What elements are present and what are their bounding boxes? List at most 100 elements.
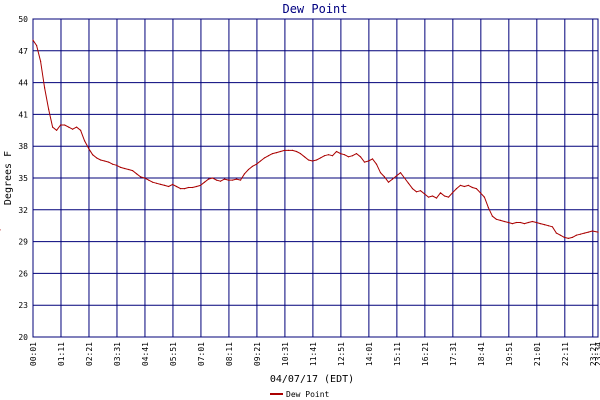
x-tick-label: 09:21 xyxy=(253,342,262,366)
data-point xyxy=(207,178,210,180)
data-point xyxy=(343,154,346,156)
data-point xyxy=(339,153,342,155)
data-point xyxy=(140,176,142,178)
data-point xyxy=(535,221,538,224)
data-point xyxy=(597,231,599,233)
data-point xyxy=(255,163,258,165)
data-point xyxy=(295,150,298,153)
data-point xyxy=(283,149,286,151)
data-point xyxy=(439,192,442,194)
data-point xyxy=(128,168,130,171)
data-point xyxy=(583,232,586,234)
x-tick-label: 04:41 xyxy=(141,342,150,366)
data-point xyxy=(371,158,374,160)
y-tick-label: 29 xyxy=(18,238,28,247)
x-axis-label: 04/07/17 (EDT) xyxy=(270,374,354,385)
data-point xyxy=(375,163,378,165)
data-point xyxy=(495,218,497,220)
data-point xyxy=(467,184,469,186)
x-tick-label: 11:41 xyxy=(309,342,318,366)
data-point xyxy=(563,236,566,238)
data-point xyxy=(463,185,465,188)
data-point xyxy=(60,124,62,126)
y-tick-label: 50 xyxy=(18,15,28,24)
data-point xyxy=(539,223,542,225)
data-point xyxy=(76,126,78,128)
y-tick-label: 20 xyxy=(18,333,28,342)
x-tick-label: 12:51 xyxy=(337,342,346,366)
data-point xyxy=(116,164,118,166)
data-point xyxy=(168,185,170,188)
legend-label: Dew Point xyxy=(286,390,330,399)
data-point xyxy=(511,223,513,225)
data-point xyxy=(351,155,354,157)
data-point xyxy=(219,180,222,182)
data-point xyxy=(455,188,458,190)
data-point xyxy=(40,60,42,63)
data-point xyxy=(399,172,402,174)
data-point xyxy=(411,188,414,190)
data-point xyxy=(419,190,422,192)
data-point xyxy=(591,230,594,232)
data-point xyxy=(551,226,554,228)
data-point xyxy=(179,188,182,190)
data-point xyxy=(235,178,238,180)
data-point xyxy=(48,108,50,110)
data-point xyxy=(108,161,110,163)
data-point xyxy=(475,188,477,190)
data-point xyxy=(323,155,326,157)
data-point xyxy=(291,149,294,151)
data-point xyxy=(507,221,509,224)
data-point xyxy=(347,156,350,158)
data-point xyxy=(56,129,58,131)
data-point xyxy=(555,232,558,234)
x-tick-label: 19:51 xyxy=(505,342,514,366)
data-point xyxy=(164,184,166,186)
data-point xyxy=(527,221,530,224)
data-point xyxy=(239,179,242,181)
data-point xyxy=(423,193,426,195)
x-tick-label: 16:21 xyxy=(421,342,430,366)
data-point xyxy=(148,179,150,181)
data-point xyxy=(407,182,410,184)
data-point xyxy=(379,172,382,174)
x-tick-label: 22:11 xyxy=(561,342,570,366)
data-point xyxy=(187,186,190,189)
data-point xyxy=(80,129,82,131)
data-point xyxy=(132,170,134,172)
data-point xyxy=(279,150,282,153)
y-axis-label: Degrees F xyxy=(3,151,14,205)
data-point xyxy=(487,207,489,209)
data-point xyxy=(383,176,386,178)
data-point xyxy=(112,163,114,165)
data-point xyxy=(567,237,570,239)
x-tick-label: 10:31 xyxy=(281,342,290,366)
data-point xyxy=(359,156,362,158)
x-tick-label: 21:01 xyxy=(533,342,542,366)
x-tick-label: 05:51 xyxy=(169,342,178,366)
data-point xyxy=(479,192,481,194)
data-point xyxy=(319,157,322,159)
data-point xyxy=(355,153,358,155)
data-point xyxy=(403,177,406,179)
y-tick-labels: 20 23 26 29 32 35 38 41 44 47 50 xyxy=(18,15,28,342)
data-point xyxy=(263,157,266,159)
data-point xyxy=(271,153,274,155)
data-point xyxy=(231,179,234,181)
data-point xyxy=(191,186,194,189)
data-point xyxy=(367,160,370,162)
x-tick-label: 07:01 xyxy=(197,342,206,366)
data-point xyxy=(331,155,334,157)
data-point xyxy=(435,197,438,199)
data-point xyxy=(267,155,270,157)
y-tick-label: 35 xyxy=(18,174,28,183)
y-tick-label: 41 xyxy=(18,110,28,119)
data-point xyxy=(491,215,493,217)
data-point xyxy=(96,157,98,159)
data-point xyxy=(559,234,562,236)
data-point xyxy=(431,195,434,197)
data-point xyxy=(395,175,398,177)
data-point xyxy=(156,182,158,184)
data-point xyxy=(523,223,526,225)
